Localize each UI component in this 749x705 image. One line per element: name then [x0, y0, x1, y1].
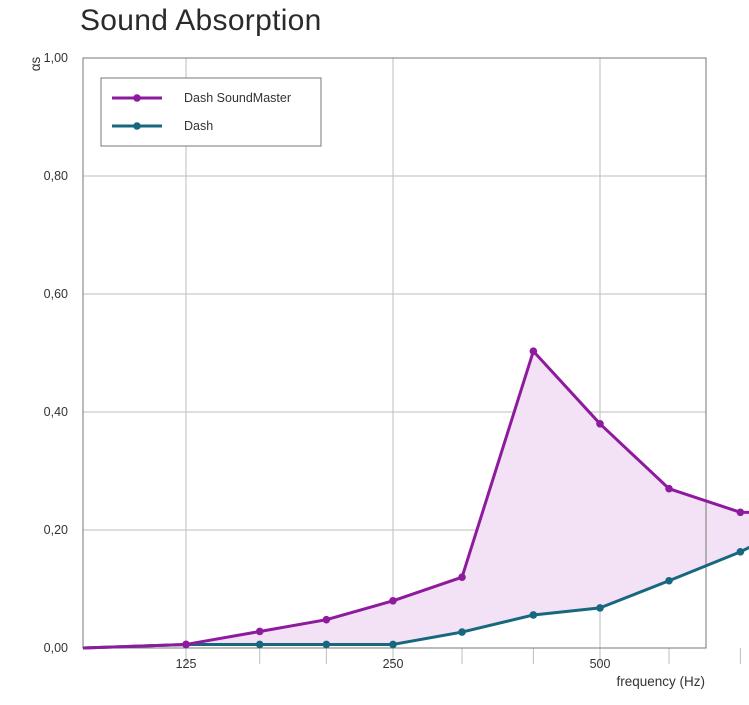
data-point	[255, 627, 264, 636]
data-point	[665, 484, 673, 493]
data-point	[389, 640, 397, 649]
data-point	[255, 640, 264, 649]
legend-item: Dash	[112, 119, 213, 133]
data-point	[596, 604, 604, 612]
legend-swatch-marker	[133, 94, 141, 102]
y-tick-label: 0,80	[44, 169, 68, 183]
data-point	[596, 420, 604, 428]
legend-label: Dash SoundMaster	[184, 91, 291, 105]
legend: Dash SoundMaster Dash	[100, 77, 322, 147]
legend-swatch-marker	[133, 122, 141, 130]
data-point	[736, 508, 745, 517]
difference-fill-area	[186, 351, 749, 645]
y-tick-labels: 0,00 0,20 0,40 0,60 0,80 1,00	[44, 51, 68, 655]
data-point	[458, 628, 466, 636]
y-tick-label: 0,20	[44, 523, 68, 537]
data-point	[529, 347, 538, 356]
legend-box	[100, 77, 322, 147]
data-point	[182, 640, 190, 649]
data-point	[389, 597, 397, 605]
data-point	[458, 573, 466, 581]
data-point	[529, 611, 538, 619]
y-tick-label: 0,00	[44, 641, 68, 655]
data-point	[322, 640, 331, 649]
legend-item: Dash SoundMaster	[112, 91, 291, 105]
data-point	[736, 548, 745, 556]
x-axis-label: frequency (Hz)	[616, 674, 705, 689]
data-point	[665, 576, 673, 585]
x-tick-labels: 125250500100020004000	[176, 657, 611, 671]
series-dash-soundmaster	[82, 347, 749, 650]
series-layer	[82, 347, 749, 650]
y-tick-label: 0,40	[44, 405, 68, 419]
chart-title: Sound Absorption	[80, 4, 322, 37]
x-tick-label: 125	[176, 657, 197, 671]
y-axis-label: αs	[28, 56, 43, 71]
data-point	[322, 615, 331, 624]
x-tick-label: 250	[383, 657, 404, 671]
y-tick-label: 0,60	[44, 287, 68, 301]
legend-label: Dash	[184, 119, 213, 133]
y-tick-label: 1,00	[44, 51, 68, 65]
plot-frame	[82, 57, 707, 649]
x-tick-label: 500	[590, 657, 611, 671]
